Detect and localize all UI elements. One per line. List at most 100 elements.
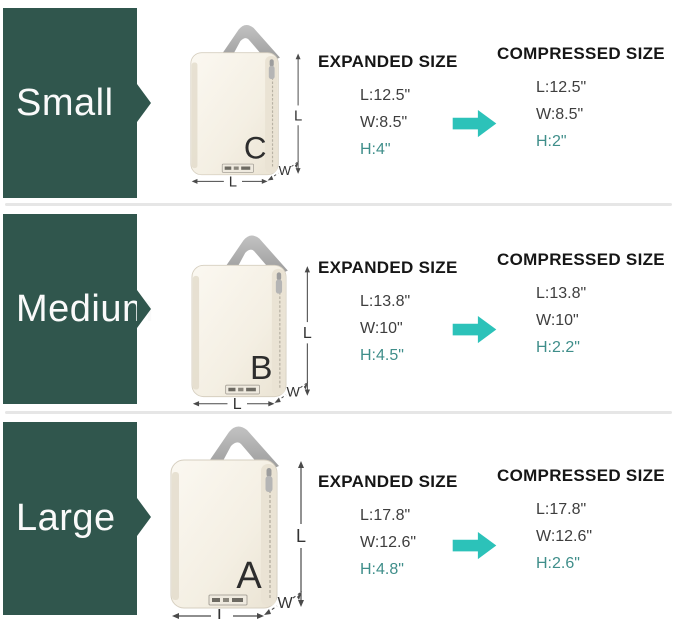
tag-mark <box>212 598 220 602</box>
bag-body <box>191 264 287 398</box>
size-label-text: Small <box>16 81 114 124</box>
compressed-length-value: L:13.8" <box>536 285 587 302</box>
expanded-width-value: W:12.6" <box>360 534 417 551</box>
bag-zipper-pull <box>268 65 275 80</box>
expanded-size-column: EXPANDED SIZE L:12.5" W:8.5" H:4" <box>318 52 468 158</box>
expanded-height-value: H:4.8" <box>360 561 404 578</box>
expanded-length-value: L:17.8" <box>360 507 411 524</box>
bag-letter: C <box>244 130 267 165</box>
dim-length-bottom-label: L <box>217 606 227 619</box>
bag-zipper-pull <box>265 476 273 492</box>
compressed-size-heading: COMPRESSED SIZE <box>497 250 665 269</box>
row-medium: Medium B L <box>0 206 679 411</box>
chevron-right-shape <box>137 84 151 122</box>
bag-letter: A <box>236 555 262 597</box>
bag-image-small: C L L <box>176 18 308 187</box>
size-label-large: Large <box>3 422 137 615</box>
dim-length-bottom-label: L <box>229 174 237 187</box>
arrowhead <box>298 461 304 468</box>
bag-left-gusset <box>191 62 198 169</box>
tag-mark <box>241 166 251 170</box>
arrowhead <box>192 401 200 407</box>
compressed-size-column: COMPRESSED SIZE L:17.8" W:12.6" H:2.6" <box>497 466 665 572</box>
bag-image-medium: B L L <box>176 228 318 410</box>
tag-mark <box>228 387 236 392</box>
arrowhead <box>268 401 275 407</box>
bag-image-large: A L L <box>153 418 313 619</box>
expanded-size-heading: EXPANDED SIZE <box>318 472 458 491</box>
compressed-size-heading: COMPRESSED SIZE <box>497 466 665 485</box>
dim-length-side-label: L <box>296 526 306 546</box>
arrowhead <box>261 178 268 184</box>
compressed-width-value: W:8.5" <box>536 106 584 123</box>
row-large: Large A L <box>0 414 679 619</box>
compress-arrow-icon <box>452 109 497 138</box>
bag-zipper-ring <box>266 468 272 477</box>
arrowhead <box>274 397 281 403</box>
bag-zipper-strip <box>265 55 278 174</box>
arrowhead <box>294 160 299 169</box>
bag-zipper-ring <box>269 59 274 67</box>
tag-mark <box>233 166 239 170</box>
expanded-size-column: EXPANDED SIZE L:17.8" W:12.6" H:4.8" <box>318 472 468 578</box>
compressed-size-column: COMPRESSED SIZE L:12.5" W:8.5" H:2" <box>497 44 665 150</box>
arrowhead <box>295 168 301 174</box>
compressed-size-heading: COMPRESSED SIZE <box>497 44 665 63</box>
compressed-size-column: COMPRESSED SIZE L:13.8" W:10" H:2.2" <box>497 250 665 356</box>
arrowhead <box>295 53 301 60</box>
arrowhead <box>297 591 302 600</box>
bag-zipper-ring <box>276 272 282 281</box>
tag-mark <box>232 598 243 602</box>
size-label-text: Large <box>16 497 116 539</box>
dim-width-label: W <box>279 163 292 178</box>
row-divider <box>5 203 672 206</box>
tag-mark <box>224 166 232 170</box>
expanded-size-heading: EXPANDED SIZE <box>318 52 458 71</box>
expanded-height-value: H:4" <box>360 141 391 158</box>
compress-arrow-icon <box>452 531 497 560</box>
bag-body <box>190 52 279 176</box>
compressed-width-value: W:10" <box>536 312 579 329</box>
arrowhead <box>267 175 274 181</box>
compressed-width-value: W:12.6" <box>536 528 593 545</box>
compress-arrow-icon <box>452 315 497 344</box>
bag-body <box>170 459 278 609</box>
size-label-medium: Medium <box>3 214 154 404</box>
dim-width-label: W <box>286 385 300 401</box>
expanded-width-value: W:10" <box>360 320 403 337</box>
expanded-length-value: L:12.5" <box>360 87 411 104</box>
arrowhead <box>304 389 311 396</box>
tag-mark <box>223 598 229 602</box>
bag-letter: B <box>250 349 273 387</box>
dim-width-label: W <box>277 595 293 612</box>
bag-left-gusset <box>192 275 200 390</box>
expanded-length-value: L:13.8" <box>360 293 411 310</box>
tag-mark <box>238 387 244 392</box>
compressed-length-value: L:17.8" <box>536 501 587 518</box>
expanded-width-value: W:8.5" <box>360 114 408 131</box>
arrowhead <box>257 613 264 619</box>
arrowhead <box>191 178 198 184</box>
size-label-small: Small <box>3 8 137 198</box>
bag-zipper-pull <box>275 279 283 294</box>
expanded-size-heading: EXPANDED SIZE <box>318 258 458 277</box>
chevron-right-shape <box>137 498 151 536</box>
bag-zipper-strip <box>261 464 276 606</box>
bag-left-gusset <box>172 472 179 600</box>
size-label-text: Medium <box>16 287 155 330</box>
arrowhead <box>304 266 311 273</box>
compressed-length-value: L:12.5" <box>536 79 587 96</box>
expanded-height-value: H:4.5" <box>360 347 404 364</box>
arrowhead <box>172 613 179 619</box>
dim-length-bottom-label: L <box>233 396 242 410</box>
arrowhead <box>264 609 271 615</box>
chevron-right-shape <box>137 290 151 328</box>
row-divider <box>5 411 672 414</box>
row-small: Small C L <box>0 0 679 205</box>
arrowhead <box>298 600 304 607</box>
expanded-size-column: EXPANDED SIZE L:13.8" W:10" H:4.5" <box>318 258 468 364</box>
dim-length-side-label: L <box>303 325 312 342</box>
dim-length-side-label: L <box>294 108 302 124</box>
tag-mark <box>246 387 256 392</box>
